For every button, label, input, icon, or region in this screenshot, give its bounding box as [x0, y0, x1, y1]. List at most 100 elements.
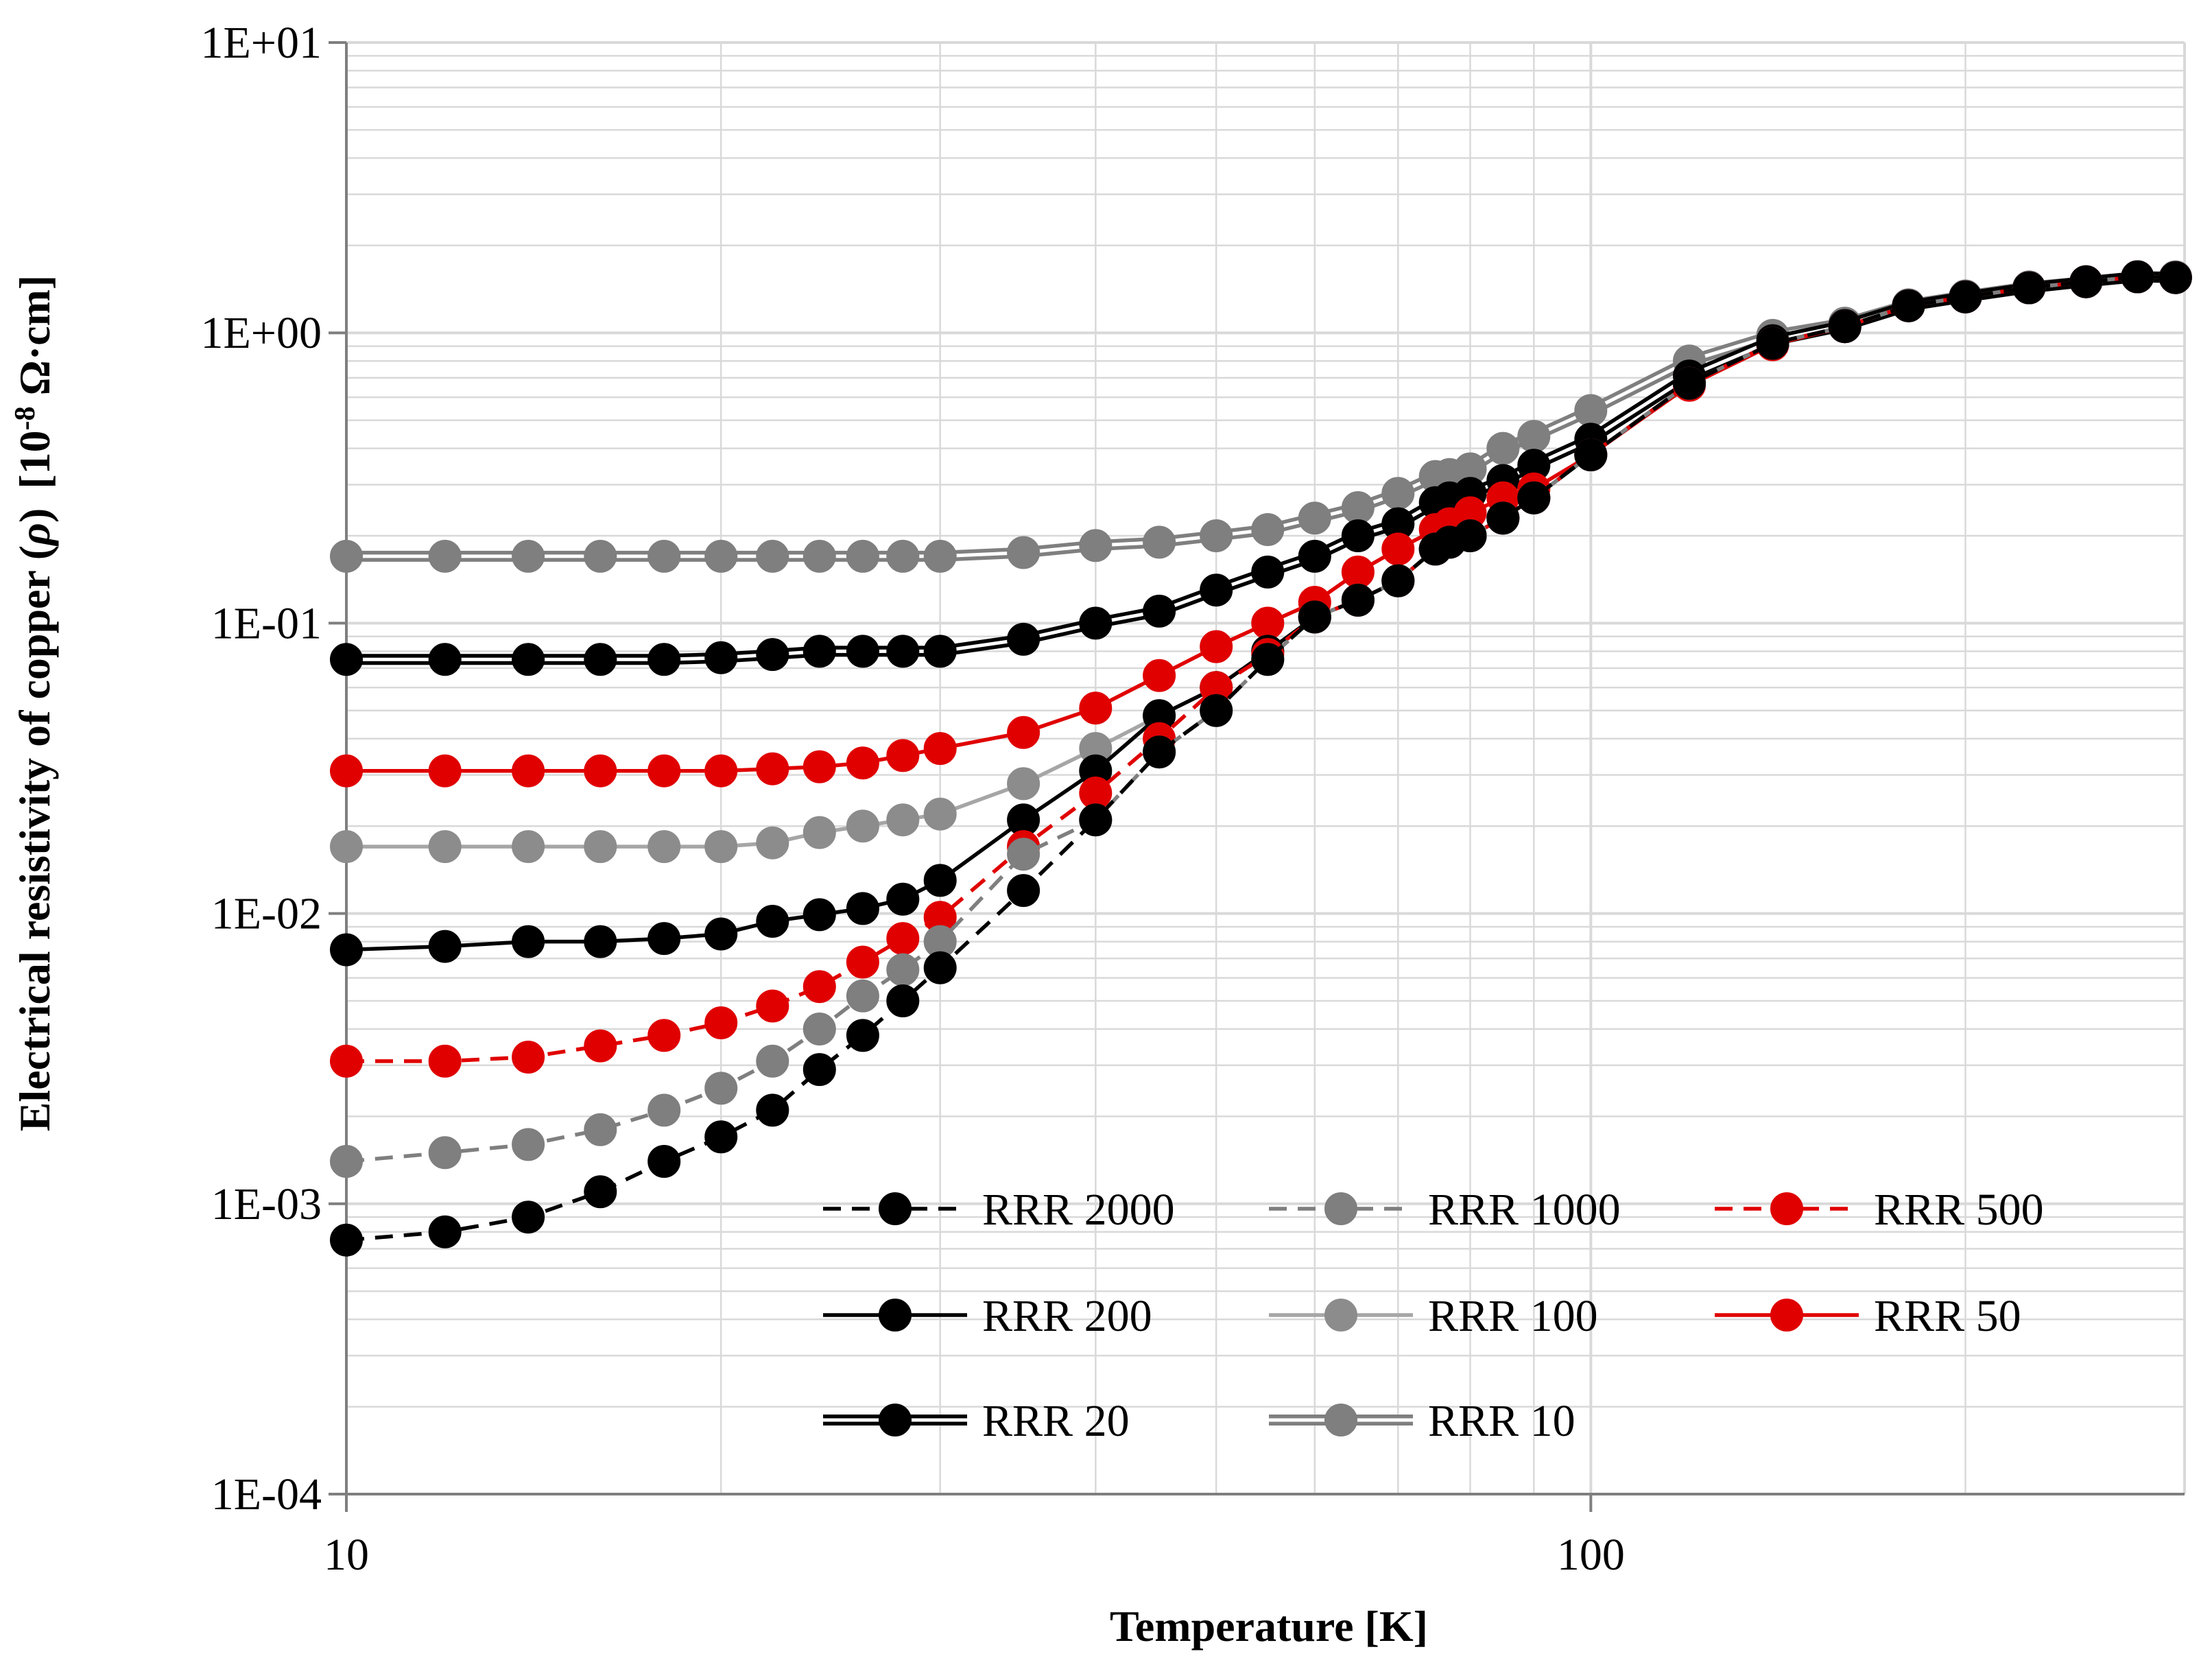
series-rrr-20-point: [923, 635, 957, 668]
series-rrr-10-point: [1251, 513, 1285, 546]
series-rrr-1000-point: [584, 1113, 617, 1146]
series-rrr-10-point: [1574, 394, 1608, 427]
series-rrr-2000-point: [1892, 289, 1925, 322]
series-rrr-200-point: [704, 917, 738, 951]
series-rrr-1000-point: [428, 1136, 462, 1170]
x-tick-label: 100: [1557, 1530, 1625, 1580]
series-rrr-1000-point: [846, 979, 879, 1013]
series-rrr-10-point: [647, 539, 681, 573]
y-axis-title-main: Electrical resistivity of copper (: [10, 545, 59, 1131]
series-rrr-50-point: [647, 754, 681, 788]
series-rrr-500-point: [756, 989, 789, 1023]
series-rrr-20-point: [512, 643, 545, 676]
series-rrr-2000-point: [802, 1053, 836, 1087]
series-rrr-500-point: [512, 1041, 545, 1074]
series-rrr-50-point: [428, 754, 462, 788]
series-rrr-10-point: [923, 539, 957, 573]
series-rrr-200-point: [428, 930, 462, 963]
series-rrr-20-point: [647, 643, 681, 676]
series-rrr-10-point: [330, 539, 363, 573]
series-rrr-200-point: [923, 864, 957, 897]
series-rrr-10-point: [1007, 536, 1040, 569]
series-rrr-20-point: [330, 643, 363, 676]
series-rrr-1000-point: [802, 1013, 836, 1045]
x-axis-title: Temperature [K]: [1110, 1602, 1428, 1651]
y-tick-label: 1E-02: [211, 889, 322, 939]
y-axis-title-close: ): [10, 508, 59, 523]
series-rrr-10-point: [1517, 420, 1551, 453]
series-rrr-20-point: [1341, 519, 1375, 552]
legend-rrr-100-marker: [1324, 1299, 1357, 1332]
series-rrr-10-point: [584, 539, 617, 573]
series-rrr-50-point: [1251, 606, 1285, 640]
y-axis-title-rho: ρ: [10, 523, 59, 547]
legend-item-rrr-20: RRR 20: [823, 1396, 1130, 1446]
series-rrr-50-point: [1381, 532, 1415, 566]
legend-item-rrr-500: RRR 500: [1715, 1185, 2044, 1235]
series-rrr-10-point: [704, 539, 738, 573]
series-rrr-200-point: [846, 892, 879, 925]
series-rrr-2000-point: [886, 984, 920, 1017]
series-rrr-2000-point: [2121, 260, 2154, 294]
grid: [345, 41, 2186, 1495]
series-rrr-2000-point: [330, 1223, 363, 1257]
series-rrr-200-point: [330, 933, 363, 967]
series-rrr-2000-point: [647, 1145, 681, 1178]
series-rrr-20-point: [886, 635, 920, 668]
series-rrr-2000-point: [1949, 280, 1982, 314]
series-rrr-500-point: [846, 945, 879, 979]
series-rrr-2000-point: [1517, 481, 1551, 514]
series-rrr-50-point: [584, 754, 617, 788]
series-rrr-20-point: [1079, 606, 1113, 640]
series-rrr-50-point: [512, 754, 545, 788]
series-rrr-2000-point: [2012, 271, 2046, 305]
y-tick-label: 1E-04: [211, 1469, 322, 1519]
series-rrr-100-point: [923, 797, 957, 831]
legend: RRR 2000 RRR 1000 RRR 500 RRR 200 RRR 100 RRR…: [823, 1185, 2044, 1446]
series-rrr-2000-point: [1200, 694, 1233, 727]
series-rrr-2000-point: [2069, 265, 2103, 298]
series-rrr-10-point: [802, 539, 836, 573]
series-rrr-500-point: [704, 1006, 738, 1039]
series-rrr-100-point: [756, 826, 789, 860]
series-rrr-100-point: [846, 809, 879, 843]
series-rrr-2000-line: [346, 274, 2176, 1242]
series-rrr-500-point: [647, 1019, 681, 1052]
series-rrr-2000-point: [512, 1200, 545, 1234]
series-rrr-50-point: [1341, 555, 1375, 589]
legend-rrr-50-marker: [1770, 1299, 1803, 1332]
legend-rrr-2000-marker: [879, 1192, 912, 1225]
legend-item-rrr-50: RRR 50: [1715, 1291, 2021, 1341]
series-rrr-1000-point: [756, 1044, 789, 1078]
series-rrr-50-point: [756, 752, 789, 785]
series-rrr-20-point: [1200, 573, 1233, 607]
series-rrr-100-point: [512, 830, 545, 864]
legend-item-rrr-1000: RRR 1000: [1269, 1185, 1621, 1235]
series-rrr-2000-point: [756, 1093, 789, 1127]
series-rrr-100-point: [802, 816, 836, 849]
series-rrr-100-point: [886, 803, 920, 837]
y-axis-title-unit-base: [10: [10, 430, 59, 488]
series-rrr-2000-point: [428, 1215, 462, 1249]
series-rrr-10-point: [1381, 477, 1415, 510]
series-rrr-1000-point: [647, 1093, 681, 1127]
series-rrr-20-point: [1251, 555, 1285, 589]
series-rrr-10-point: [846, 539, 879, 573]
series-rrr-10-point: [512, 539, 545, 573]
series-rrr-100-point: [584, 830, 617, 864]
series-rrr-50-point: [886, 739, 920, 772]
legend-label: RRR 200: [982, 1291, 1152, 1341]
series-rrr-200-point: [802, 898, 836, 932]
series-rrr-200-point: [756, 905, 789, 938]
series-rrr-2000-point: [704, 1120, 738, 1154]
series-rrr-100-point: [647, 830, 681, 864]
series-rrr-50-point: [1143, 659, 1176, 692]
series-rrr-500-line: [346, 274, 2176, 1063]
series-rrr-20-point: [584, 643, 617, 676]
legend-rrr-10-marker: [1324, 1404, 1357, 1436]
legend-rrr-20-marker: [879, 1404, 912, 1436]
series-rrr-2000-point: [1828, 310, 1862, 344]
series-rrr-10-point: [756, 539, 789, 573]
series-rrr-10-point: [1079, 529, 1113, 563]
